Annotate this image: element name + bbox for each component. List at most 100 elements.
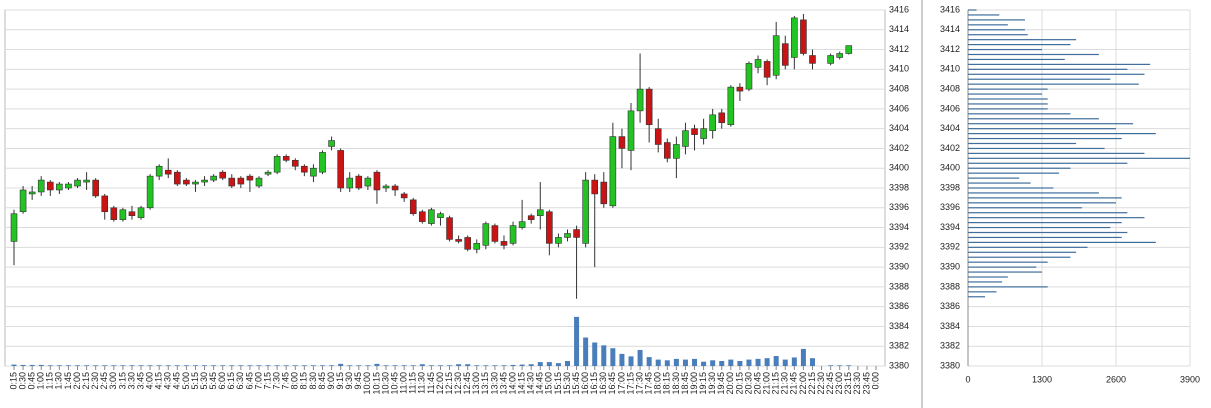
- candle-body: [527, 215, 535, 220]
- volume-bar: [347, 365, 353, 366]
- candle-body: [546, 211, 553, 244]
- volume-bar: [728, 359, 734, 366]
- volume-bar: [800, 348, 806, 366]
- candle-body: [618, 136, 626, 149]
- volume-bar: [310, 365, 316, 366]
- x-tick-label: 4:45: [172, 372, 182, 390]
- candle-body: [763, 61, 771, 78]
- x-tick-label: 12:45: [462, 372, 472, 395]
- volume-bar: [465, 364, 471, 366]
- candle-body: [636, 88, 644, 112]
- y-tick-label: 3394: [940, 222, 960, 232]
- volume-bar: [283, 365, 289, 366]
- candle-body: [37, 179, 45, 193]
- volume-bar: [274, 365, 280, 366]
- profile-bar: [968, 24, 1008, 26]
- x-tick-label: 6:15: [226, 372, 236, 390]
- candle-body: [328, 140, 335, 147]
- volume-bar: [692, 358, 698, 366]
- profile-bar: [968, 266, 1037, 268]
- candle-body: [237, 177, 245, 185]
- x-tick-label: 5:45: [208, 372, 218, 390]
- y-tick-label: 3410: [940, 64, 960, 74]
- candle-body: [264, 171, 272, 175]
- profile-bar: [968, 236, 1122, 239]
- candle-body: [654, 128, 662, 145]
- volume-bar: [111, 365, 117, 366]
- x-tick-label: 7:30: [272, 372, 282, 390]
- candle-body: [119, 209, 127, 220]
- volume-bar: [555, 363, 561, 366]
- x-tick-label: 2:15: [81, 372, 91, 390]
- volume-bar: [828, 365, 834, 366]
- x-tick-label: 0:30: [17, 372, 27, 390]
- candle-body: [781, 43, 789, 66]
- x-tick-label: 12:15: [444, 372, 454, 395]
- candle-body: [346, 177, 354, 189]
- profile-bar: [968, 58, 1065, 61]
- volume-bar: [20, 364, 26, 366]
- x-tick-label: 0:00: [870, 372, 880, 390]
- x-tick-label: 4:30: [163, 372, 173, 390]
- profile-bar: [968, 192, 1099, 194]
- candle-body: [591, 179, 599, 195]
- x-tick-label: 11:45: [426, 372, 436, 394]
- candle-body: [364, 177, 372, 187]
- y-tick-label: 3396: [889, 202, 909, 212]
- candle-body: [19, 189, 27, 213]
- candle-body: [836, 53, 844, 58]
- candle-body: [174, 171, 181, 185]
- volume-bar: [710, 360, 716, 366]
- volume-bar: [510, 364, 516, 366]
- volume-bar: [392, 365, 398, 366]
- volume-bar: [610, 348, 616, 366]
- candle-body: [491, 225, 499, 242]
- volume-bar: [673, 358, 679, 366]
- volume-bar: [84, 365, 90, 366]
- x-tick-label: 9:45: [353, 372, 363, 390]
- volume-bar: [592, 342, 598, 366]
- volume-bar: [737, 361, 743, 366]
- candle-body: [745, 63, 753, 90]
- volume-bar: [301, 365, 307, 366]
- x-tick-label: 17:30: [634, 372, 644, 395]
- volume-bar: [837, 365, 843, 366]
- candle-body: [664, 142, 671, 159]
- y-tick-label: 3412: [889, 44, 909, 54]
- candle-body: [791, 17, 798, 58]
- candle-body: [56, 183, 63, 191]
- volume-bar: [637, 349, 643, 366]
- x-tick-label: 1300: [1032, 374, 1052, 384]
- volume-bar: [655, 359, 661, 366]
- candle-body: [337, 150, 344, 189]
- x-tick-label: 14:30: [526, 372, 536, 395]
- x-tick-label: 10:45: [389, 372, 399, 395]
- volume-bar: [238, 365, 244, 366]
- x-tick-label: 3900: [1180, 374, 1200, 384]
- profile-bar: [968, 291, 997, 293]
- x-tick-label: 8:00: [290, 372, 300, 390]
- x-tick-label: 15:15: [553, 372, 563, 395]
- volume-bar: [75, 365, 81, 366]
- volume-bar: [38, 364, 44, 366]
- candle-body: [437, 213, 444, 218]
- candle-body: [682, 130, 689, 147]
- x-tick-label: 3:30: [126, 372, 136, 390]
- y-tick-label: 3404: [889, 123, 909, 133]
- volume-bar: [338, 363, 344, 366]
- candle-body: [246, 175, 254, 181]
- candle-body: [46, 181, 54, 191]
- profile-bar: [968, 9, 977, 11]
- volume-bar: [483, 365, 489, 366]
- x-tick-label: 20:45: [752, 372, 762, 395]
- volume-bar: [746, 359, 752, 366]
- x-tick-label: 10:00: [362, 372, 372, 395]
- profile-bar: [968, 108, 1048, 110]
- profile-bar: [968, 222, 1122, 224]
- x-tick-label: 8:30: [308, 372, 318, 390]
- volume-bar: [229, 365, 235, 366]
- volume-bar: [329, 365, 335, 366]
- profile-bar: [968, 241, 1156, 243]
- volume-bar: [202, 365, 208, 366]
- volume-bar: [501, 365, 507, 366]
